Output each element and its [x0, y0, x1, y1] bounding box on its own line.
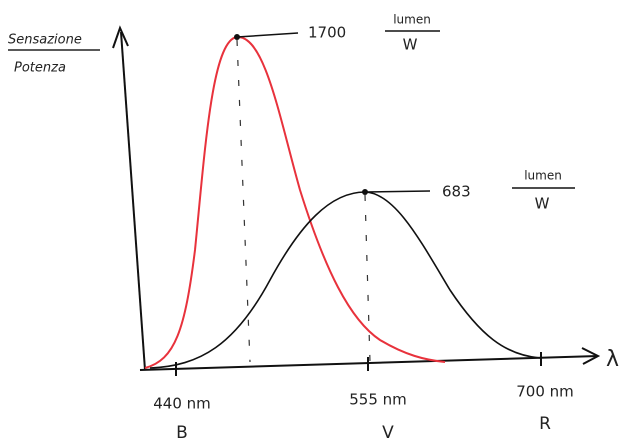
- y-arrow: [112, 25, 129, 49]
- peak-guide: [364, 194, 371, 363]
- annotation-value: 683: [442, 183, 471, 201]
- peak-guide: [236, 39, 251, 363]
- y-axis: [120, 31, 146, 371]
- x-sublabel: V: [382, 423, 394, 441]
- y-label: Potenza: [14, 61, 66, 76]
- x-symbol: λ: [606, 347, 619, 372]
- annotation-unit: W: [535, 195, 550, 213]
- x-label: 440 nm: [153, 395, 211, 413]
- x-sublabel: R: [539, 414, 551, 434]
- annotation-unit: lumen: [393, 13, 431, 27]
- leader: [364, 190, 431, 193]
- x-arrow: [581, 347, 601, 365]
- annotation-unit: W: [403, 36, 418, 54]
- leader: [236, 32, 299, 38]
- photopic-curve: [149, 191, 541, 369]
- x-label: 700 nm: [516, 383, 574, 401]
- annotation-value: 1700: [308, 24, 346, 42]
- x-label: 555 nm: [349, 391, 407, 409]
- y-label: Sensazione: [8, 33, 82, 48]
- annotation-unit: lumen: [524, 169, 562, 183]
- scotopic-curve: [144, 35, 446, 369]
- x-sublabel: B: [176, 423, 188, 441]
